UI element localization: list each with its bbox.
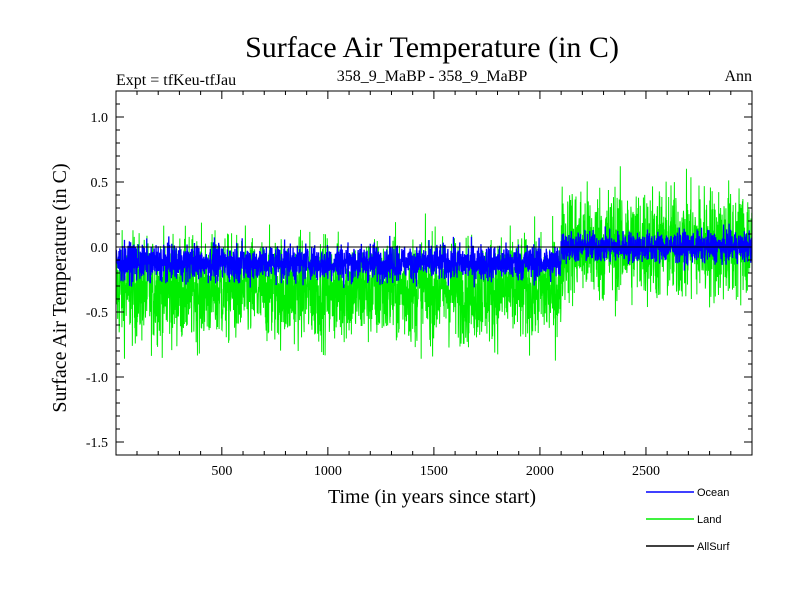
y-tick-label: 1.0: [91, 111, 109, 126]
period-label: 358_9_MaBP - 358_9_MaBP: [337, 68, 528, 85]
y-tick-label: -0.5: [86, 306, 108, 321]
x-tick-label: 1000: [314, 464, 342, 479]
series-line-land: [116, 166, 752, 361]
legend-label-land: Land: [697, 514, 721, 526]
x-tick-label: 2500: [632, 464, 660, 479]
x-tick-label: 2000: [526, 464, 554, 479]
x-axis-label: Time (in years since start): [328, 486, 536, 508]
series-line-ocean: [116, 223, 752, 288]
x-tick-label: 1500: [420, 464, 448, 479]
legend: Ocean Land AllSurf: [646, 487, 730, 553]
y-tick-label: 0.0: [91, 241, 109, 256]
experiment-label: Expt = tfKeu-tfJau: [116, 72, 236, 89]
legend-label-ocean: Ocean: [697, 487, 729, 499]
legend-label-allsurf: AllSurf: [697, 541, 730, 553]
series-layer: [116, 166, 752, 361]
y-axis-label: Surface Air Temperature (in C): [49, 163, 71, 412]
y-tick-label: 0.5: [91, 176, 109, 191]
y-tick-label: -1.0: [86, 371, 108, 386]
axis-ticks: 500 1000 1500 2000 2500 1.0 0.5 0.0 -0.5 -1.0 -1.5: [86, 91, 752, 479]
chart-title: Surface Air Temperature (in C): [245, 31, 619, 64]
season-label: Ann: [724, 68, 752, 85]
plot-frame: [115, 90, 753, 456]
x-tick-label: 500: [211, 464, 232, 479]
y-tick-label: -1.5: [86, 436, 108, 451]
